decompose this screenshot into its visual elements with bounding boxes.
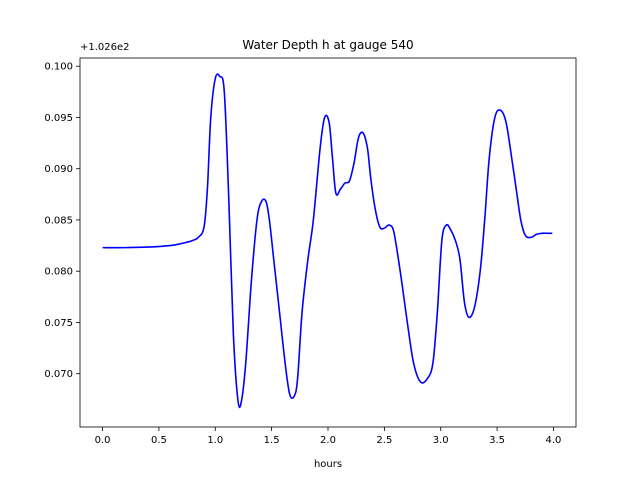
x-tick-label: 3.0: [433, 435, 449, 446]
x-tick-label: 3.5: [489, 435, 505, 446]
y-tick-label: 0.090: [44, 164, 73, 175]
x-tick-label: 4.0: [546, 435, 562, 446]
y-tick-label: 0.095: [44, 113, 73, 124]
x-tick-label: 1.5: [264, 435, 280, 446]
x-axis: 0.0 0.5 1.0 1.5 2.0 2.5 3.0 3.5 4.0: [95, 427, 562, 446]
y-tick-label: 0.085: [44, 215, 73, 226]
x-axis-label: hours: [314, 459, 342, 470]
x-tick-label: 2.5: [376, 435, 392, 446]
data-series-group: [102, 73, 553, 409]
y-tick-label: 0.080: [44, 267, 73, 278]
x-tick-label: 2.0: [320, 435, 336, 446]
plot-area-frame: [79, 57, 577, 428]
y-tick-label: 0.100: [44, 62, 73, 73]
x-tick-label: 0.0: [95, 435, 111, 446]
y-tick-label: 0.070: [44, 369, 73, 380]
y-tick-label: 0.075: [44, 318, 73, 329]
x-tick-label: 0.5: [151, 435, 167, 446]
x-tick-label: 1.0: [207, 435, 223, 446]
series-line: [102, 73, 553, 409]
y-offset-label: +1.026e2: [80, 42, 130, 53]
chart-title: Water Depth h at gauge 540: [242, 38, 413, 52]
y-axis: 0.070 0.075 0.080 0.085 0.090 0.095 0.100: [44, 62, 80, 380]
